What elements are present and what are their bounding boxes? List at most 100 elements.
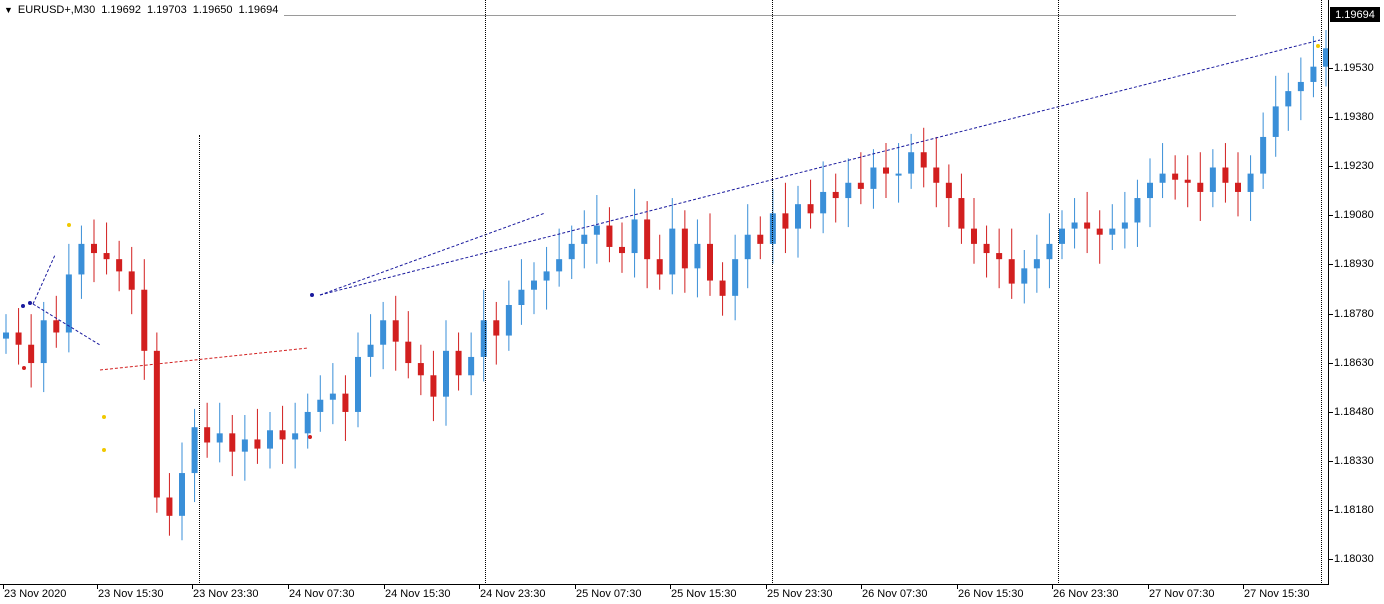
day-separator — [1321, 0, 1322, 584]
candle-body — [1209, 167, 1216, 192]
candle-body — [732, 259, 739, 296]
candle-body — [744, 234, 751, 260]
time-label: 23 Nov 2020 — [4, 588, 67, 600]
candle-body — [267, 430, 273, 449]
candle-body — [166, 497, 173, 516]
candle-body — [895, 173, 902, 176]
candle-body — [593, 225, 600, 235]
candle-body — [1134, 198, 1141, 223]
signal-marker — [308, 435, 312, 439]
price-tick — [1329, 215, 1333, 216]
time-label: 26 Nov 07:30 — [862, 588, 928, 600]
time-label: 26 Nov 23:30 — [1053, 588, 1119, 600]
candle-body — [380, 320, 387, 345]
candle-body — [216, 433, 223, 443]
candle-body — [1172, 173, 1179, 180]
candle-body — [53, 320, 60, 333]
candle-body — [883, 167, 889, 174]
candle-body — [40, 320, 47, 364]
price-label: 1.18330 — [1334, 455, 1374, 467]
high-value: 1.19703 — [147, 4, 187, 16]
candle-body — [782, 213, 789, 229]
symbol-label: EURUSD+,M30 — [17, 4, 96, 16]
day-separator — [485, 0, 486, 584]
blue-trend-line[interactable] — [32, 303, 101, 346]
price-tick — [1329, 461, 1333, 462]
candle-body — [355, 356, 361, 412]
candle-body — [153, 350, 160, 498]
time-label: 24 Nov 15:30 — [385, 588, 451, 600]
candle-body — [204, 427, 211, 443]
time-tick — [861, 585, 862, 589]
signal-marker — [67, 223, 71, 227]
candle-body — [606, 225, 613, 247]
candle-body — [1021, 268, 1028, 284]
candle-body — [920, 152, 927, 168]
candle-body — [795, 204, 801, 229]
time-tick — [97, 585, 98, 589]
candle-body — [191, 427, 198, 474]
signal-marker — [1316, 44, 1320, 48]
price-tick — [1329, 363, 1333, 364]
candle-body — [971, 228, 977, 244]
candle-body — [1323, 48, 1328, 67]
plot-area[interactable]: ▼ EURUSD+,M30 1.19692 1.19703 1.19650 1.… — [0, 0, 1329, 585]
candle-body — [531, 280, 537, 290]
candle-body — [707, 243, 713, 281]
signal-marker — [102, 448, 106, 452]
candle-body — [317, 399, 324, 412]
signal-marker — [28, 301, 32, 305]
time-label: 24 Nov 07:30 — [289, 588, 355, 600]
candle-body — [958, 198, 965, 229]
candle-body — [669, 228, 676, 275]
dropdown-triangle-icon[interactable]: ▼ — [4, 5, 13, 15]
candle-body — [832, 191, 839, 199]
candle-body — [493, 320, 500, 336]
candle-body — [1260, 136, 1267, 174]
blue-trend-line[interactable] — [319, 212, 546, 296]
candle-body — [229, 433, 236, 452]
blue-trend-line[interactable] — [319, 39, 1321, 296]
candle-body — [1235, 182, 1241, 192]
candle-body — [631, 219, 638, 254]
time-label: 27 Nov 07:30 — [1149, 588, 1215, 600]
price-axis[interactable] — [1329, 0, 1384, 585]
candle-body — [1285, 91, 1292, 107]
day-separator — [199, 135, 200, 584]
symbol-header: ▼ EURUSD+,M30 1.19692 1.19703 1.19650 1.… — [0, 2, 285, 18]
red-trend-line[interactable] — [99, 347, 309, 371]
candle-body — [1008, 259, 1015, 284]
candle-body — [581, 234, 588, 244]
candle-body — [367, 344, 374, 357]
candle-body — [392, 320, 399, 342]
candle-body — [1046, 243, 1053, 260]
open-value: 1.19692 — [101, 4, 142, 16]
price-label: 1.19230 — [1334, 160, 1374, 172]
time-tick — [384, 585, 385, 589]
time-label: 23 Nov 15:30 — [98, 588, 164, 600]
candle-body — [179, 473, 185, 516]
time-tick — [479, 585, 480, 589]
candle-body — [91, 243, 97, 254]
price-label: 1.18930 — [1334, 258, 1374, 270]
candle-body — [556, 259, 563, 272]
candle-body — [996, 253, 1003, 260]
signal-marker — [21, 304, 25, 308]
candle-body — [292, 433, 299, 440]
candle-body — [254, 439, 261, 449]
blue-trend-line[interactable] — [32, 254, 56, 305]
day-separator — [772, 0, 773, 584]
price-tick — [1329, 559, 1333, 560]
candle-body — [468, 356, 475, 376]
header-rule — [0, 15, 1236, 16]
signal-marker — [310, 293, 314, 297]
candle-body — [1197, 182, 1204, 192]
candle-body — [1184, 179, 1191, 183]
candle-body — [845, 182, 852, 199]
candle-body — [1310, 66, 1317, 82]
current-price-badge: 1.19694 — [1330, 7, 1380, 22]
candlestick-chart[interactable] — [0, 0, 1329, 585]
candle-body — [933, 167, 940, 183]
time-tick — [957, 585, 958, 589]
